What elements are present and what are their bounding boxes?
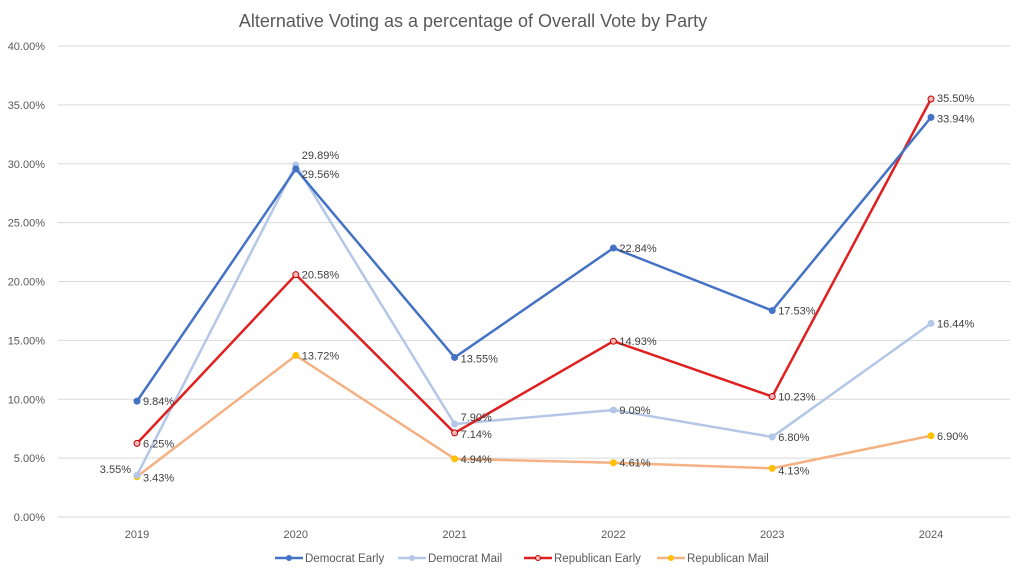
data-label: 4.61% (619, 458, 650, 470)
data-point (927, 113, 935, 121)
y-tick-label: 25.00% (8, 218, 46, 230)
series-line-democrat-mail (135, 163, 932, 476)
data-label: 13.72% (302, 350, 340, 362)
data-label: 29.56% (302, 169, 340, 181)
data-point (768, 307, 776, 315)
legend-marker (409, 555, 415, 561)
data-label: 4.13% (778, 465, 809, 477)
data-label: 7.14% (461, 429, 492, 441)
data-point (451, 420, 459, 428)
y-tick-label: 20.00% (8, 277, 46, 289)
data-point (451, 353, 459, 361)
x-tick-label: 2021 (442, 529, 466, 541)
data-point (133, 397, 141, 405)
data-point (609, 459, 617, 467)
data-point (768, 393, 776, 401)
series-line-republican-early (136, 98, 933, 445)
legend-marker (535, 555, 541, 561)
data-label: 16.44% (937, 318, 975, 330)
data-point (292, 271, 300, 279)
data-point (927, 95, 935, 103)
data-point (451, 429, 459, 437)
x-tick-label: 2019 (125, 529, 149, 541)
data-point (292, 351, 300, 359)
data-label: 6.80% (778, 432, 809, 444)
data-label: 4.94% (461, 454, 492, 466)
data-label: 10.23% (778, 392, 816, 404)
data-point (133, 439, 141, 447)
data-label: 9.09% (619, 405, 650, 417)
data-point (768, 433, 776, 441)
data-label: 3.43% (143, 473, 174, 485)
legend-label: Democrat Mail (428, 553, 502, 565)
y-tick-label: 15.00% (8, 335, 46, 347)
data-label: 3.55% (100, 464, 131, 476)
chart-title: Alternative Voting as a percentage of Ov… (239, 11, 707, 31)
y-tick-label: 40.00% (8, 41, 46, 53)
data-point (609, 337, 617, 345)
data-label: 33.94% (937, 113, 975, 125)
data-point (609, 244, 617, 252)
x-tick-label: 2023 (760, 529, 784, 541)
y-tick-label: 30.00% (8, 159, 46, 171)
gridlines (58, 45, 1010, 518)
data-point (609, 406, 617, 414)
data-point (768, 464, 776, 472)
y-axis: 0.00% 5.00% 10.00% 15.00% 20.00% 25.00% 30.00%… (8, 41, 46, 524)
data-point (927, 319, 935, 327)
data-label: 6.90% (937, 431, 968, 443)
x-tick-label: 2024 (919, 529, 943, 541)
data-point (292, 165, 300, 173)
series-line-democrat-early (135, 116, 932, 402)
data-label: 17.53% (778, 306, 816, 318)
data-label: 13.55% (461, 353, 499, 365)
series-lines (133, 95, 935, 481)
data-label: 35.50% (937, 93, 975, 105)
series-line-republican-mail (136, 354, 932, 478)
y-tick-label: 35.00% (8, 100, 46, 112)
y-tick-label: 0.00% (14, 512, 45, 524)
legend-label: Republican Mail (687, 553, 769, 565)
data-labels: 9.84% 29.56% 13.55% 22.84% 17.53% 33.94% 3.55%… (100, 93, 975, 485)
x-tick-label: 2022 (601, 529, 625, 541)
legend-marker (286, 555, 292, 561)
data-label: 9.84% (143, 396, 174, 408)
legend: Democrat Early Democrat Mail Republican Ea… (275, 553, 769, 565)
data-label: 29.89% (302, 150, 340, 162)
data-label: 6.25% (143, 438, 174, 450)
y-tick-label: 5.00% (14, 453, 45, 465)
data-label: 20.58% (302, 270, 340, 282)
legend-label: Republican Early (554, 553, 641, 565)
data-label: 14.93% (619, 336, 657, 348)
data-point (927, 432, 935, 440)
legend-marker (668, 555, 674, 561)
y-tick-label: 10.00% (8, 394, 46, 406)
data-label: 7.90% (461, 412, 492, 424)
data-point (133, 471, 141, 479)
legend-label: Democrat Early (305, 553, 384, 565)
data-label: 22.84% (619, 243, 657, 255)
data-point (451, 455, 459, 463)
x-tick-label: 2020 (284, 529, 308, 541)
x-axis: 2019 2020 2021 2022 2023 2024 (125, 529, 943, 541)
